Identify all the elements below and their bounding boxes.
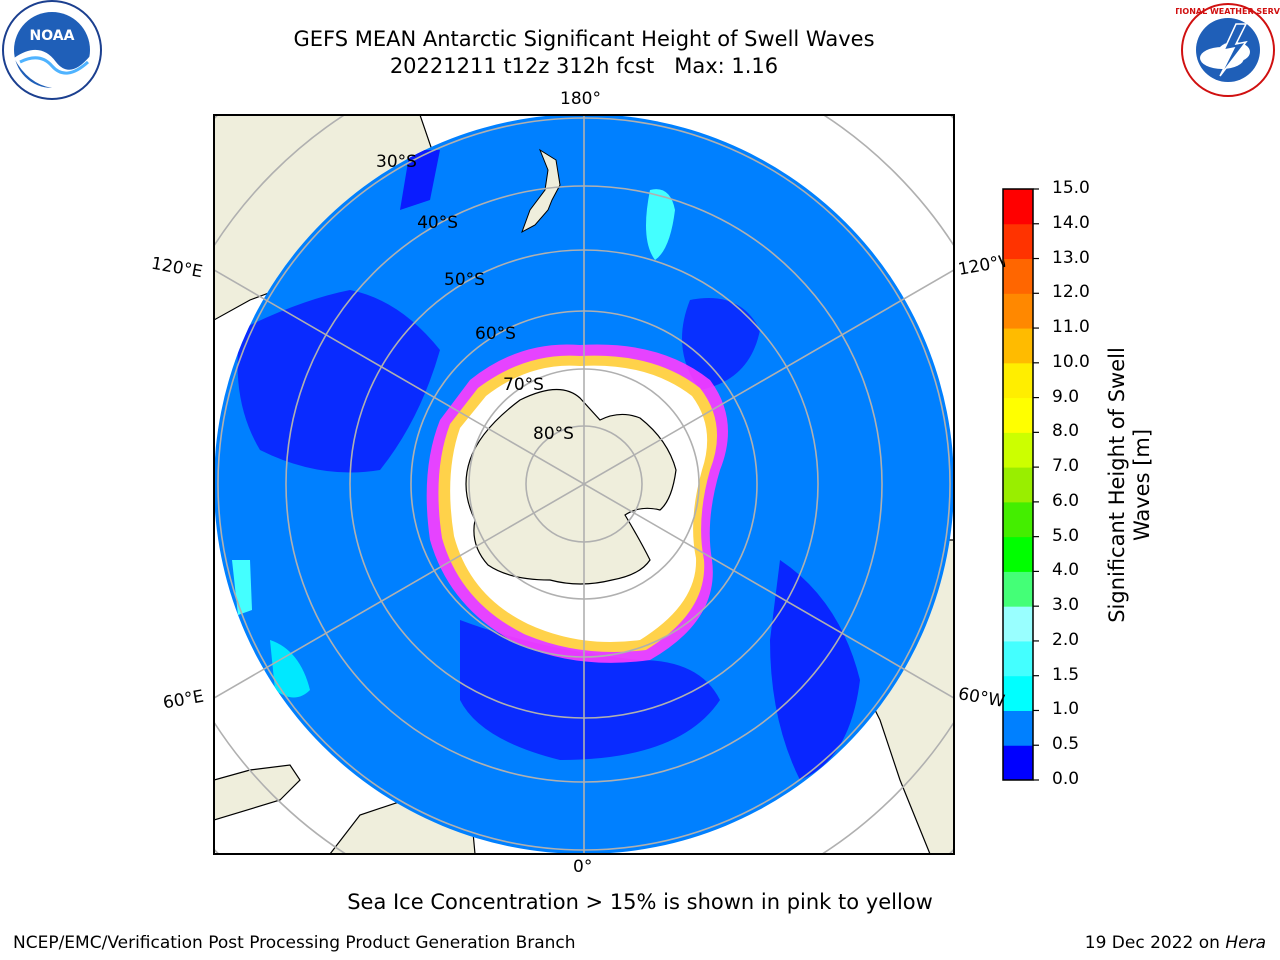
lat-label-80s: 80°S (533, 424, 574, 444)
sea-ice-caption: Sea Ice Concentration > 15% is shown in … (347, 890, 933, 914)
colorbar-band (1003, 501, 1033, 538)
colorbar-tick-label: 13.0 (1052, 247, 1090, 268)
colorbar-tick-label: 8.0 (1052, 421, 1080, 442)
colorbar-band (1003, 536, 1033, 572)
colorbar (1003, 189, 1033, 781)
colorbar-band (1003, 258, 1033, 294)
credit-branch: NCEP/EMC/Verification Post Processing Pr… (13, 933, 576, 953)
low-swell-region-5 (400, 150, 440, 210)
chart-subtitle: 20221211 t12z 312h fcst Max: 1.16 (389, 54, 779, 78)
colorbar-tick-label: 7.0 (1052, 456, 1080, 477)
lon-label-0: 0° (573, 857, 593, 877)
colorbar-tick-label: 11.0 (1052, 317, 1090, 338)
chart-title: GEFS MEAN Antarctic Significant Height o… (293, 27, 875, 51)
colorbar-band (1003, 328, 1033, 364)
colorbar-tick-label: 4.0 (1052, 560, 1080, 581)
lat-label-50s: 50°S (444, 270, 485, 290)
credit-host: Hera (1225, 933, 1266, 953)
colorbar-band (1003, 745, 1033, 781)
colorbar-tick-label: 0.0 (1052, 769, 1080, 789)
colorbar-tick-label: 9.0 (1052, 386, 1080, 407)
svg-text:NOAA: NOAA (30, 28, 75, 44)
colorbar-tick-label: 2.0 (1052, 629, 1080, 650)
svg-text:NATIONAL WEATHER SERVICE: NATIONAL WEATHER SERVICE (1176, 7, 1280, 16)
colorbar-frame (1002, 188, 1034, 781)
colorbar-tick-label: 10.0 (1052, 351, 1090, 372)
nws-logo: NATIONAL WEATHER SERVICE (1176, 3, 1280, 97)
colorbar-tick-label: 12.0 (1052, 282, 1090, 303)
colorbar-tick-label: 15.0 (1052, 178, 1090, 198)
credit-date-text: 19 Dec 2022 on (1084, 933, 1220, 953)
meridian-120e-60w (214, 269, 954, 699)
colorbar-tick-label: 0.5 (1052, 734, 1080, 755)
low-swell-region-4 (682, 298, 760, 390)
colorbar-band (1003, 397, 1033, 433)
low-swell-region-1 (237, 290, 440, 473)
colorbar-band (1003, 640, 1033, 677)
colorbar-tick-label: 3.0 (1052, 595, 1080, 616)
colorbar-band (1003, 675, 1033, 711)
colorbar-band (1003, 432, 1033, 468)
colorbar-tick-label: 6.0 (1052, 490, 1080, 511)
noaa-logo: NOAA (2, 0, 102, 100)
colorbar-band (1003, 362, 1033, 399)
colorbar-title-line2: Waves [m] (1130, 428, 1154, 542)
mid-swell-region-2 (270, 640, 310, 698)
lat-label-70s: 70°S (503, 375, 544, 395)
colorbar-title: Significant Height of Swell Waves [m] (1105, 347, 1155, 623)
graticule (214, 115, 954, 854)
colorbar-title-line1: Significant Height of Swell (1105, 347, 1129, 623)
colorbar-band (1003, 223, 1033, 260)
mid-swell-region-1 (646, 189, 675, 260)
map-frame (213, 114, 955, 855)
colorbar-band (1003, 293, 1033, 329)
colorbar-band (1003, 571, 1033, 607)
colorbar-band (1003, 710, 1033, 746)
colorbar-band (1003, 189, 1033, 225)
colorbar-ticks (1033, 188, 1039, 781)
colorbar-tick-label: 1.0 (1052, 699, 1080, 720)
lat-label-40s: 40°S (417, 213, 458, 233)
colorbar-band (1003, 467, 1033, 503)
land-new-zealand (521, 148, 561, 234)
low-swell-region-2 (460, 620, 720, 760)
colorbar-tick-label: 14.0 (1052, 212, 1090, 233)
lat-label-30s: 30°S (376, 152, 417, 172)
colorbar-tick-label: 1.5 (1052, 664, 1080, 685)
credit-date: 19 Dec 2022 on Hera (1085, 933, 1266, 953)
lon-label-180: 180° (560, 89, 601, 109)
colorbar-tick-label: 5.0 (1052, 525, 1080, 546)
low-swell-region-3 (770, 560, 860, 780)
lat-label-60s: 60°S (475, 324, 516, 344)
colorbar-band (1003, 606, 1033, 642)
